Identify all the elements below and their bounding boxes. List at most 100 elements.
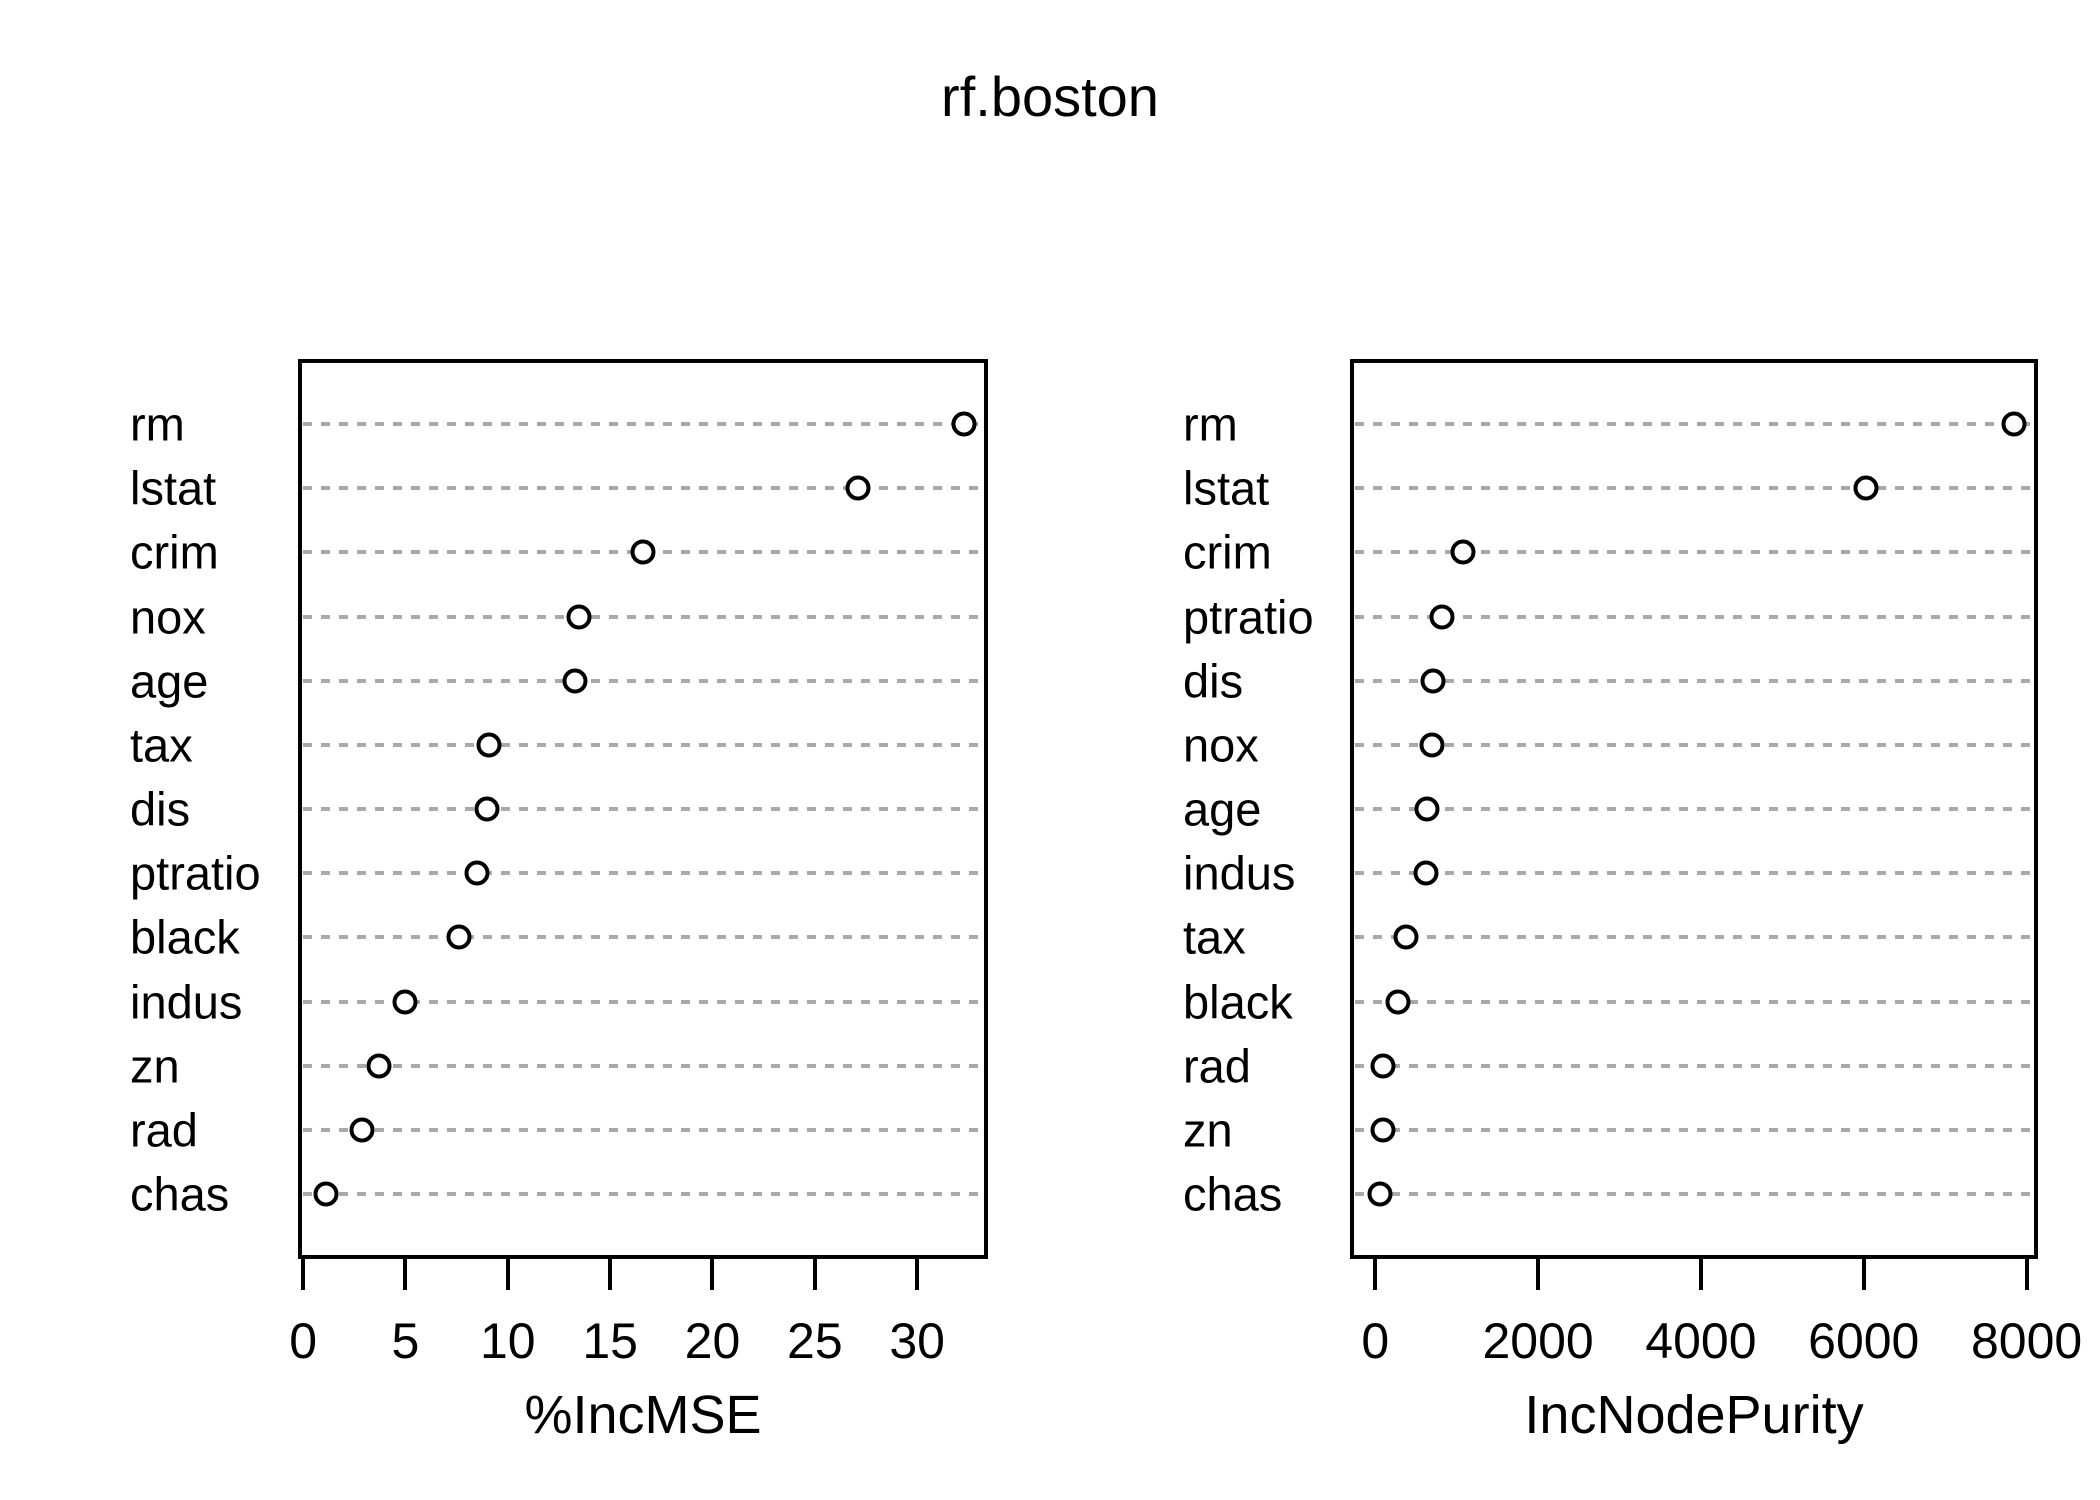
gridline xyxy=(303,742,983,747)
x-axis-tick xyxy=(403,1259,408,1290)
category-label: rm xyxy=(1183,397,1238,451)
data-point-rm xyxy=(951,411,977,437)
x-axis-tick xyxy=(915,1259,920,1290)
category-label: rad xyxy=(130,1103,198,1157)
x-axis-tick xyxy=(505,1259,510,1290)
category-label: black xyxy=(1183,975,1293,1029)
gridline xyxy=(1355,1127,2033,1132)
x-axis-tick xyxy=(301,1259,306,1290)
data-point-black xyxy=(446,924,472,950)
x-tick-label: 30 xyxy=(889,1313,945,1369)
x-axis-tick xyxy=(1373,1259,1378,1290)
plot-box xyxy=(1350,359,2038,1259)
category-label: age xyxy=(130,654,209,708)
x-axis-tick xyxy=(1861,1259,1866,1290)
gridline xyxy=(303,422,983,426)
x-tick-label: 10 xyxy=(479,1313,536,1369)
category-label: indus xyxy=(1183,846,1296,900)
data-point-rad xyxy=(1370,1053,1396,1079)
x-axis-label: %IncMSE xyxy=(524,1385,762,1445)
gridline xyxy=(1355,935,2033,940)
data-point-zn xyxy=(366,1053,392,1079)
category-label: tax xyxy=(1183,910,1246,964)
category-label: zn xyxy=(1183,1103,1233,1157)
gridline xyxy=(1355,742,2033,747)
data-point-crim xyxy=(630,539,656,565)
category-label: ptratio xyxy=(130,846,261,900)
x-axis-label: IncNodePurity xyxy=(1524,1385,1864,1445)
category-label: rad xyxy=(1183,1039,1251,1093)
gridline xyxy=(1355,422,2033,426)
x-tick-label: 0 xyxy=(1361,1313,1390,1369)
x-axis-tick xyxy=(710,1259,715,1290)
gridline xyxy=(1355,550,2033,555)
gridline xyxy=(303,807,983,812)
data-point-lstat xyxy=(1853,475,1879,501)
data-point-black xyxy=(1385,989,1411,1015)
category-label: indus xyxy=(130,975,243,1029)
gridline xyxy=(1355,678,2033,683)
gridline xyxy=(303,999,983,1004)
x-tick-label: 20 xyxy=(684,1313,741,1369)
category-label: crim xyxy=(1183,525,1272,579)
gridline xyxy=(303,1127,983,1132)
category-label: crim xyxy=(130,525,219,579)
x-tick-label: 25 xyxy=(787,1313,843,1369)
category-label: age xyxy=(1183,782,1262,836)
data-point-dis xyxy=(474,796,500,822)
category-label: dis xyxy=(1183,654,1244,708)
x-axis-tick xyxy=(608,1259,613,1290)
gridline xyxy=(303,614,983,619)
gridline xyxy=(1355,999,2033,1004)
data-point-indus xyxy=(1413,860,1439,886)
x-axis-tick xyxy=(812,1259,817,1290)
category-label: dis xyxy=(130,782,191,836)
data-point-dis xyxy=(1420,668,1446,694)
category-label: nox xyxy=(130,590,206,643)
gridline xyxy=(1355,1192,2033,1197)
x-axis-tick xyxy=(1536,1259,1541,1290)
data-point-rm xyxy=(2001,411,2027,437)
plot-box xyxy=(298,359,988,1259)
category-label: lstat xyxy=(1183,461,1270,515)
gridline xyxy=(303,678,983,683)
data-point-tax xyxy=(476,732,502,758)
x-tick-label: 0 xyxy=(289,1313,318,1369)
gridline xyxy=(1355,486,2033,491)
x-tick-label: 15 xyxy=(582,1313,638,1369)
gridline xyxy=(303,1063,983,1068)
category-label: nox xyxy=(1183,718,1259,772)
gridline xyxy=(1355,871,2033,876)
gridline xyxy=(303,486,983,491)
gridline xyxy=(303,935,983,940)
gridline xyxy=(1355,1063,2033,1068)
category-label: tax xyxy=(130,718,193,772)
category-label: chas xyxy=(130,1167,230,1221)
data-point-ptratio xyxy=(1429,604,1455,629)
data-point-zn xyxy=(1370,1117,1396,1143)
data-point-ptratio xyxy=(464,860,490,886)
data-point-crim xyxy=(1450,539,1476,565)
data-point-nox xyxy=(566,604,592,629)
x-tick-label: 2000 xyxy=(1482,1313,1594,1369)
gridline xyxy=(1355,614,2033,619)
gridline xyxy=(303,871,983,876)
data-point-chas xyxy=(313,1181,339,1207)
data-point-rad xyxy=(349,1117,375,1143)
gridline xyxy=(303,1192,983,1197)
data-point-chas xyxy=(1367,1181,1393,1207)
category-label: black xyxy=(130,910,240,964)
x-axis-tick xyxy=(2024,1259,2029,1290)
x-axis-tick xyxy=(1698,1259,1703,1290)
category-label: lstat xyxy=(130,461,217,515)
data-point-nox xyxy=(1419,732,1445,758)
data-point-age xyxy=(1414,796,1440,822)
data-point-indus xyxy=(392,989,418,1015)
gridline xyxy=(1355,807,2033,812)
data-point-lstat xyxy=(845,475,871,501)
x-tick-label: 5 xyxy=(391,1313,420,1369)
plot-title: rf.boston xyxy=(941,65,1159,128)
